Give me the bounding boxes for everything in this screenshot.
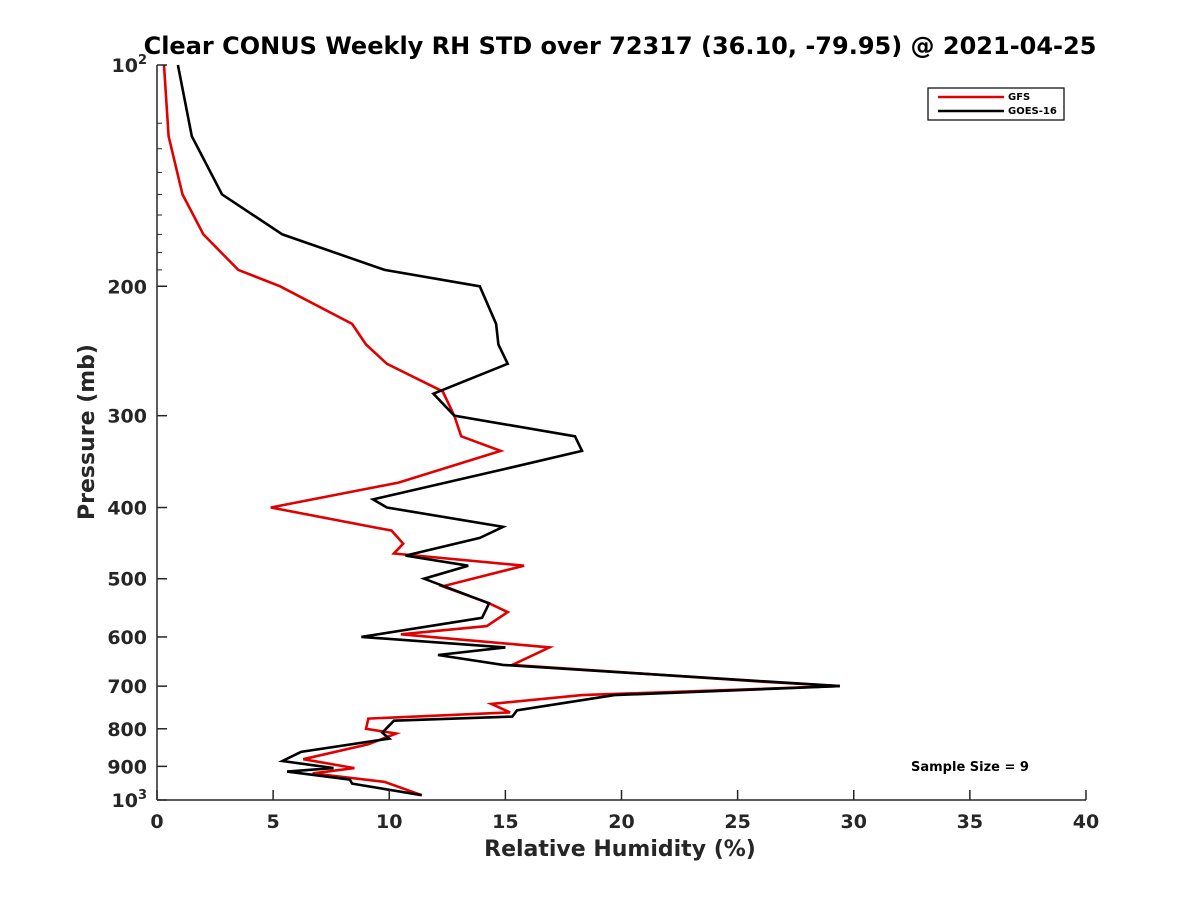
legend-label-goes16: GOES-16	[1008, 106, 1057, 117]
y-axis-label: Pressure (mb)	[75, 344, 100, 520]
y-tick-label: 600	[107, 627, 147, 649]
series-layer	[162, 64, 840, 797]
sample-size-annotation: Sample Size = 9	[911, 760, 1029, 775]
y-tick-label: 300	[107, 406, 147, 428]
y-tick-label: 800	[107, 719, 147, 741]
chart-title: Clear CONUS Weekly RH STD over 72317 (36…	[144, 32, 1097, 60]
y-tick-label: 200	[107, 276, 147, 298]
legend-label-gfs: GFS	[1008, 92, 1030, 103]
x-tick-label: 25	[724, 811, 750, 833]
legend-box	[927, 87, 1065, 121]
series-line-goes16	[176, 64, 840, 797]
legend: GFS GOES-16	[927, 87, 1065, 121]
y-tick-label: 400	[107, 498, 147, 520]
x-tick-label: 40	[1073, 811, 1099, 833]
y-tick-label: 103	[112, 788, 148, 812]
y-tick-label: 102	[112, 53, 148, 77]
axes-layer: 0 5 10 15 20 25 30 35 40 102 200 300 400 500 600 700 800…	[107, 53, 1099, 833]
x-tick-label: 5	[267, 811, 280, 833]
x-tick-label: 15	[492, 811, 518, 833]
x-tick-label: 0	[150, 811, 163, 833]
x-axis-label: Relative Humidity (%)	[484, 837, 756, 862]
x-tick-label: 35	[957, 811, 983, 833]
y-tick-label: 900	[107, 756, 147, 778]
x-tick-label: 20	[608, 811, 634, 833]
y-tick-label: 500	[107, 569, 147, 591]
y-tick-label: 700	[107, 676, 147, 698]
series-line-gfs	[162, 64, 840, 797]
x-tick-label: 10	[376, 811, 402, 833]
x-tick-label: 30	[841, 811, 867, 833]
